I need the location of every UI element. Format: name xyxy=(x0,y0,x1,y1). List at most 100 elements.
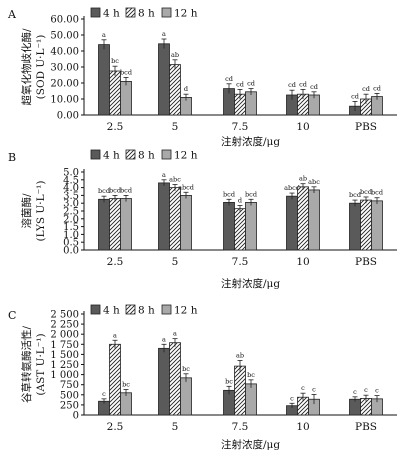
bar xyxy=(109,70,121,116)
x-tick-label: PBS xyxy=(355,256,377,268)
legend-label: 12 h xyxy=(174,8,198,20)
bar xyxy=(158,43,170,116)
significance-label: cd xyxy=(373,84,381,92)
x-tick-label: 10 xyxy=(296,121,309,133)
y-tick-label: 40.00 xyxy=(50,47,79,58)
bar xyxy=(98,44,110,116)
y-axis-label-unit: (LYS U·L⁻¹) xyxy=(35,181,47,242)
significance-label: cd xyxy=(351,92,359,100)
x-tick-label: 2.5 xyxy=(107,256,124,268)
bar xyxy=(223,202,235,251)
significance-label: bc xyxy=(225,377,233,385)
y-tick-label: 2 500 xyxy=(50,310,79,321)
legend-swatch xyxy=(90,304,101,315)
significance-label: bc xyxy=(182,365,190,373)
x-axis-label: 注射浓度/μg xyxy=(221,438,280,451)
significance-label: bcd xyxy=(360,188,372,196)
legend-label: 8 h xyxy=(138,305,155,317)
x-tick-label: 2.5 xyxy=(107,121,124,133)
significance-label: a xyxy=(173,330,177,338)
significance-label: a xyxy=(102,31,106,39)
bar xyxy=(120,392,132,416)
panel-B: B0.00.51.01.52.02.53.03.54.04.55.0溶菌酶/(L… xyxy=(8,149,397,290)
legend-label: 12 h xyxy=(174,305,198,317)
legend-swatch xyxy=(125,7,136,18)
y-axis-label: 溶菌酶/ xyxy=(20,193,33,228)
bar xyxy=(180,377,192,416)
y-tick-label: 0.00 xyxy=(57,111,79,122)
significance-label: cd xyxy=(247,80,255,88)
y-tick-label: 1.5 xyxy=(63,222,79,233)
y-tick-label: 4.0 xyxy=(63,183,79,194)
significance-label: ab xyxy=(236,351,244,359)
significance-label: c xyxy=(364,386,368,394)
y-tick-label: 1 500 xyxy=(50,350,79,361)
significance-label: d xyxy=(184,85,188,93)
legend-label: 4 h xyxy=(103,305,120,317)
bar xyxy=(158,182,170,251)
legend-swatch xyxy=(125,149,136,160)
y-tick-label: 0.5 xyxy=(63,238,79,249)
bar xyxy=(169,342,181,416)
x-tick-label: 5 xyxy=(172,121,179,133)
significance-label: bc xyxy=(122,381,130,389)
bar xyxy=(109,343,121,416)
significance-label: a xyxy=(162,30,166,38)
significance-label: bcd xyxy=(120,68,132,76)
y-tick-label: 1 250 xyxy=(50,360,79,371)
significance-label: c xyxy=(290,394,294,402)
y-axis-label: 超氧化物歧化酶/ xyxy=(20,28,33,105)
significance-label: cd xyxy=(310,83,318,91)
legend-swatch xyxy=(90,149,101,160)
x-axis-label: 注射浓度/μg xyxy=(221,135,280,148)
y-tick-label: 3.5 xyxy=(63,191,79,202)
significance-label: c xyxy=(375,387,379,395)
significance-label: bc xyxy=(247,371,255,379)
legend-label: 8 h xyxy=(138,150,155,162)
significance-label: c xyxy=(301,384,305,392)
x-axis-label: 注射浓度/μg xyxy=(221,277,280,290)
bar xyxy=(360,199,372,251)
significance-label: cd xyxy=(362,85,370,93)
panel-letter: B xyxy=(8,151,16,164)
significance-label: a xyxy=(162,335,166,343)
y-tick-label: 750 xyxy=(60,380,79,391)
x-tick-label: 7.5 xyxy=(232,121,249,133)
bar xyxy=(234,208,246,251)
significance-label: cd xyxy=(225,75,233,83)
significance-label: c xyxy=(102,390,106,398)
bar xyxy=(371,200,383,251)
y-tick-label: 60.00 xyxy=(50,15,79,26)
significance-label: bcd xyxy=(120,186,132,194)
legend-label: 12 h xyxy=(174,150,198,162)
legend-swatch xyxy=(161,7,172,18)
bar xyxy=(286,195,298,251)
significance-label: ab xyxy=(299,175,307,183)
x-tick-label: 2.5 xyxy=(107,421,124,433)
legend-swatch xyxy=(90,7,101,18)
x-tick-label: 7.5 xyxy=(232,421,249,433)
legend-label: 4 h xyxy=(103,8,120,20)
legend-label: 8 h xyxy=(138,8,155,20)
bar xyxy=(120,81,132,116)
y-tick-label: 2 250 xyxy=(50,320,79,331)
y-tick-label: 1 750 xyxy=(50,340,79,351)
bar xyxy=(349,202,361,251)
bar xyxy=(234,365,246,416)
x-tick-label: 5 xyxy=(172,421,179,433)
legend-swatch xyxy=(161,149,172,160)
bar xyxy=(169,64,181,116)
y-tick-label: 50.00 xyxy=(50,31,79,42)
y-tick-label: 500 xyxy=(60,390,79,401)
significance-label: abc xyxy=(308,178,320,186)
significance-label: abc xyxy=(169,175,181,183)
significance-label: bcd xyxy=(371,189,383,197)
bar xyxy=(245,91,257,116)
panel-letter: A xyxy=(7,8,17,21)
significance-label: cd xyxy=(236,80,244,88)
x-tick-label: 10 xyxy=(296,421,309,433)
significance-label: bcd xyxy=(349,191,361,199)
y-tick-label: 1 000 xyxy=(50,370,79,381)
